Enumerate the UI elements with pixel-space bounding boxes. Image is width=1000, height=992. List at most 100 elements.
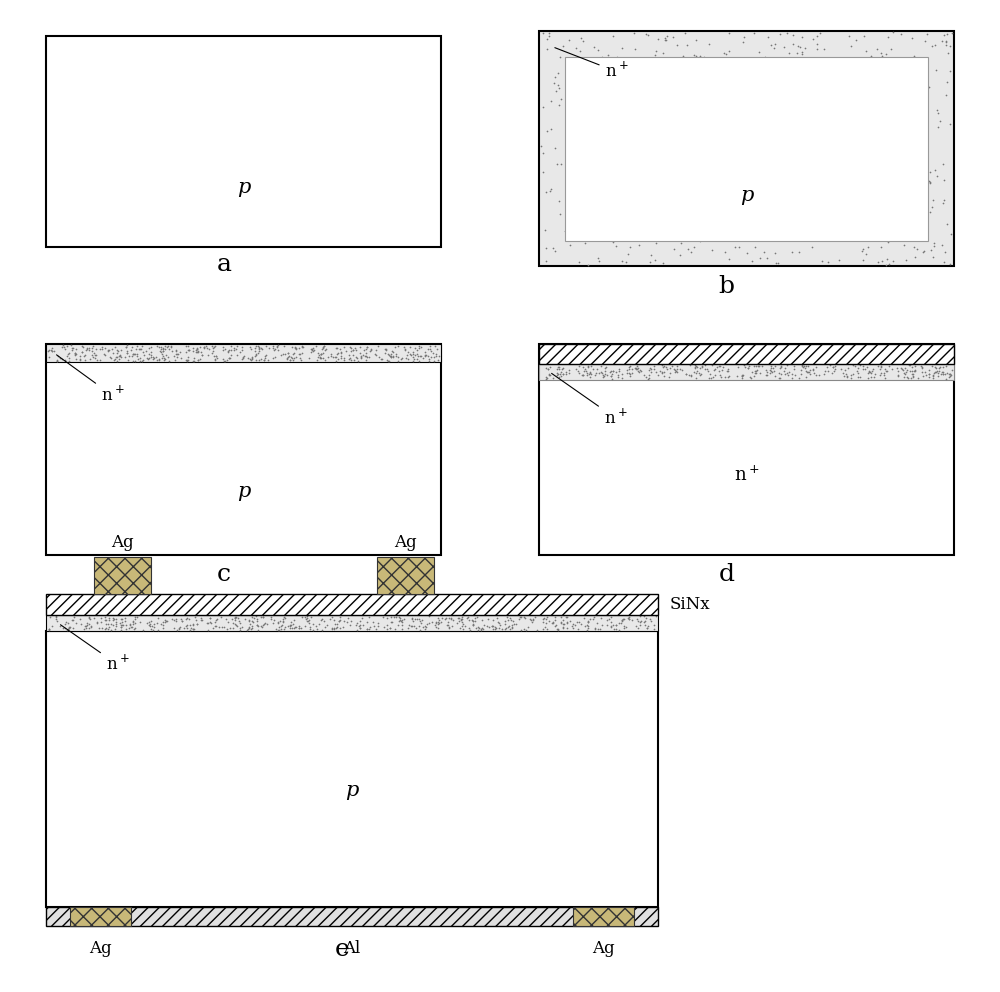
Point (190, 344, 206, 360)
Point (244, 349, 260, 365)
Point (309, 621, 325, 637)
Point (223, 347, 239, 363)
Point (113, 349, 129, 365)
Point (769, 227, 785, 243)
Point (297, 609, 313, 625)
Point (179, 617, 195, 633)
Point (670, 198, 686, 214)
Point (100, 343, 116, 359)
Point (662, 124, 678, 140)
Bar (46, 631, 658, 907)
Point (938, 34, 954, 50)
Point (659, 29, 675, 45)
Point (754, 358, 770, 374)
Point (445, 612, 461, 628)
Point (822, 357, 838, 373)
Point (923, 242, 939, 258)
Point (775, 183, 791, 198)
Point (571, 254, 587, 270)
Point (400, 344, 416, 360)
Point (181, 342, 197, 358)
Point (905, 369, 921, 385)
Point (687, 208, 703, 224)
Point (516, 621, 532, 637)
Point (680, 81, 696, 97)
Point (904, 359, 920, 375)
Point (146, 616, 162, 632)
Point (63, 337, 79, 353)
Point (548, 617, 564, 633)
Point (551, 359, 567, 375)
Point (201, 341, 217, 357)
Text: Ag: Ag (89, 940, 112, 957)
Point (555, 366, 571, 382)
Point (833, 158, 849, 174)
Point (320, 349, 336, 365)
Point (742, 369, 758, 385)
Point (618, 619, 634, 635)
Point (928, 364, 944, 380)
Point (488, 620, 504, 636)
Point (204, 345, 220, 361)
Point (579, 617, 595, 633)
Point (794, 44, 810, 60)
Point (829, 195, 845, 211)
Point (690, 102, 706, 118)
Point (603, 609, 619, 625)
Point (621, 365, 637, 381)
Point (465, 613, 481, 629)
Point (712, 367, 728, 383)
Point (545, 615, 561, 631)
Point (256, 352, 272, 368)
Point (930, 105, 946, 121)
Point (669, 106, 685, 122)
Point (353, 349, 369, 365)
Point (82, 611, 98, 627)
Point (704, 77, 720, 93)
Point (279, 351, 295, 367)
Point (379, 610, 395, 626)
Point (821, 217, 837, 233)
Point (936, 254, 952, 270)
Point (864, 363, 880, 379)
Point (303, 609, 319, 625)
Point (200, 622, 216, 638)
Point (776, 110, 792, 126)
Point (570, 621, 586, 637)
Point (386, 609, 402, 625)
Point (841, 112, 857, 128)
Point (179, 352, 195, 368)
Point (621, 609, 637, 625)
Point (549, 365, 565, 381)
Point (301, 612, 317, 628)
Point (668, 83, 684, 99)
Point (232, 344, 248, 360)
Point (251, 339, 267, 355)
Point (805, 211, 821, 227)
Point (157, 341, 173, 357)
Point (855, 361, 871, 377)
Point (730, 175, 746, 190)
Point (913, 153, 929, 169)
Point (597, 366, 613, 382)
Point (178, 352, 194, 368)
Point (716, 46, 732, 62)
Point (311, 347, 327, 363)
Text: d: d (719, 562, 735, 585)
Point (644, 70, 660, 86)
Text: p: p (237, 179, 250, 197)
Point (111, 351, 127, 367)
Point (742, 80, 758, 96)
Point (720, 363, 736, 379)
Point (285, 616, 301, 632)
Point (467, 610, 483, 626)
Point (571, 366, 587, 382)
Point (569, 99, 585, 115)
Point (726, 63, 742, 79)
Point (670, 65, 686, 81)
Point (112, 616, 128, 632)
Point (783, 57, 799, 72)
Point (781, 364, 797, 380)
Point (539, 123, 555, 139)
Point (562, 613, 578, 629)
